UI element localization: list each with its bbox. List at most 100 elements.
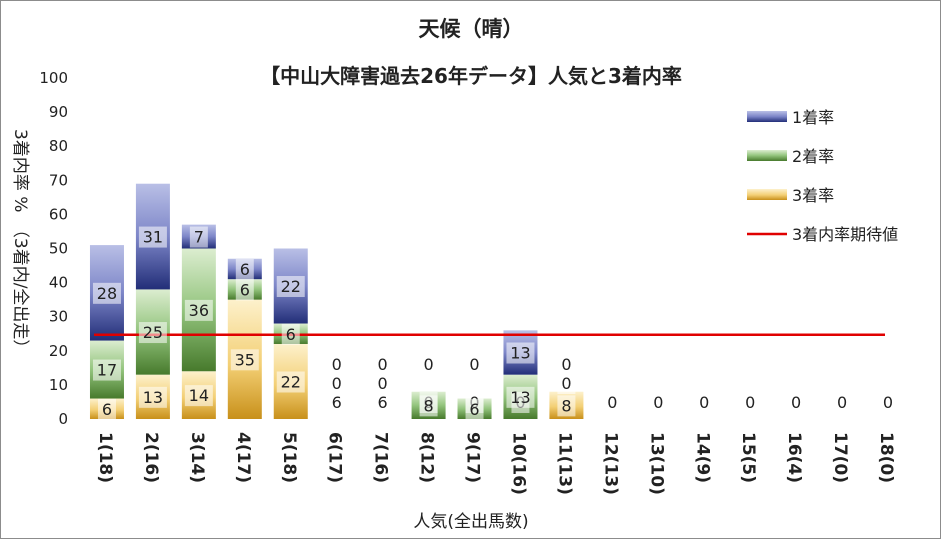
data-label-place2: 0: [561, 374, 571, 393]
x-axis-label: 人気(全出馬数): [413, 512, 528, 532]
data-label-backdrop: [506, 386, 535, 408]
x-tick-label: 4(17): [233, 432, 253, 483]
data-label-place1: 13: [510, 344, 530, 363]
data-label-backdrop: [465, 354, 484, 375]
data-label-backdrop: [138, 386, 167, 408]
x-tick-label: 17(0): [830, 432, 850, 483]
data-label-place1: 6: [240, 260, 250, 279]
chart-subtitle: 【中山大障害過去26年データ】人気と3着内率: [260, 64, 682, 88]
data-label-place2: 25: [143, 323, 163, 342]
data-label-place3: 13: [143, 388, 163, 407]
data-label-backdrop: [741, 392, 760, 413]
data-label-place3: 0: [699, 393, 709, 412]
x-tick-label: 12(13): [600, 432, 620, 495]
y-tick-label: 10: [49, 376, 68, 394]
data-label-place2: 6: [286, 325, 296, 344]
data-label-place2: 0: [332, 374, 342, 393]
data-label-place3: 6: [332, 393, 342, 412]
data-label-backdrop: [138, 322, 167, 344]
data-label-backdrop: [92, 359, 121, 381]
legend-swatch: [747, 111, 787, 122]
data-label-backdrop: [184, 385, 213, 407]
data-label-backdrop: [603, 392, 622, 413]
x-tick-label: 14(9): [692, 432, 712, 483]
y-tick-label: 40: [49, 274, 68, 292]
y-tick-label: 0: [58, 410, 68, 428]
data-label-backdrop: [235, 258, 254, 280]
data-label-backdrop: [327, 373, 346, 394]
data-label-backdrop: [276, 371, 305, 393]
data-label-backdrop: [189, 226, 208, 248]
data-label-backdrop: [276, 276, 305, 298]
data-labels-group: 6131435226600080000000172536660086130283…: [92, 226, 898, 420]
data-label-place2: 6: [240, 280, 250, 299]
legend-label: 3着率: [792, 186, 834, 205]
y-tick-label: 70: [49, 171, 68, 189]
data-label-place1: 31: [143, 228, 163, 247]
data-label-place2: 36: [189, 301, 209, 320]
data-label-backdrop: [235, 279, 254, 301]
legend-label: 2着率: [792, 147, 834, 166]
data-label-backdrop: [419, 395, 438, 417]
data-label-backdrop: [419, 354, 438, 375]
data-label-place1: 22: [281, 277, 301, 296]
data-label-backdrop: [327, 354, 346, 375]
data-label-backdrop: [833, 392, 852, 413]
legend-label: 3着内率期待値: [792, 225, 898, 244]
y-tick-label: 100: [39, 69, 68, 87]
data-label-backdrop: [557, 373, 576, 394]
x-tick-label: 13(10): [646, 432, 666, 495]
x-tick-label: 1(18): [95, 432, 115, 483]
x-tick-label: 15(5): [738, 432, 758, 483]
data-label-place2: 6: [469, 400, 479, 419]
data-label-place1: 0: [423, 355, 433, 374]
data-label-backdrop: [92, 282, 121, 304]
data-label-backdrop: [649, 392, 668, 413]
x-tick-label: 18(0): [876, 432, 896, 483]
data-label-place1: 0: [332, 355, 342, 374]
data-label-backdrop: [506, 342, 535, 364]
data-label-backdrop: [373, 392, 392, 413]
data-label-place3: 0: [791, 393, 801, 412]
data-label-place1: 0: [469, 355, 479, 374]
data-label-place3: 0: [607, 393, 617, 412]
data-label-backdrop: [373, 373, 392, 394]
data-label-backdrop: [465, 398, 484, 420]
legend-swatch: [747, 150, 787, 161]
data-label-place2: 13: [510, 388, 530, 407]
legend-label: 1着率: [792, 108, 834, 127]
data-label-backdrop: [281, 323, 300, 345]
legend: 1着率 2着率 3着率 3着内率期待値: [747, 108, 898, 244]
data-label-place3: 0: [745, 393, 755, 412]
x-tick-label: 3(14): [187, 432, 207, 483]
x-axis: 1(18) 2(16) 3(14) 4(17) 5(18) 6(17) 7(16) 8(12)…: [95, 432, 896, 495]
x-tick-label: 2(16): [141, 432, 161, 483]
data-label-place3: 0: [653, 393, 663, 412]
data-label-place3: 0: [883, 393, 893, 412]
x-tick-label: 7(16): [371, 432, 391, 483]
data-label-backdrop: [97, 398, 116, 420]
y-tick-label: 80: [49, 137, 68, 155]
data-label-place2: 8: [423, 396, 433, 415]
data-label-backdrop: [327, 392, 346, 413]
data-label-backdrop: [138, 226, 167, 248]
data-label-place1: 28: [97, 284, 117, 303]
data-label-backdrop: [184, 299, 213, 321]
x-tick-label: 6(17): [325, 432, 345, 483]
data-label-place3: 8: [561, 396, 571, 415]
x-tick-label: 10(16): [508, 432, 528, 495]
x-tick-label: 11(13): [554, 432, 574, 495]
y-axis-label: 3着内率 % （3着内/全出走）: [10, 129, 30, 356]
y-tick-label: 50: [49, 240, 68, 258]
y-tick-label: 90: [49, 103, 68, 121]
data-label-place1: 0: [378, 355, 388, 374]
data-label-backdrop: [557, 354, 576, 375]
x-tick-label: 9(17): [463, 432, 483, 483]
y-tick-label: 60: [49, 205, 68, 223]
legend-swatch: [747, 189, 787, 200]
data-label-place2: 0: [378, 374, 388, 393]
data-label-place3: 22: [281, 372, 301, 391]
y-tick-label: 20: [49, 342, 68, 360]
